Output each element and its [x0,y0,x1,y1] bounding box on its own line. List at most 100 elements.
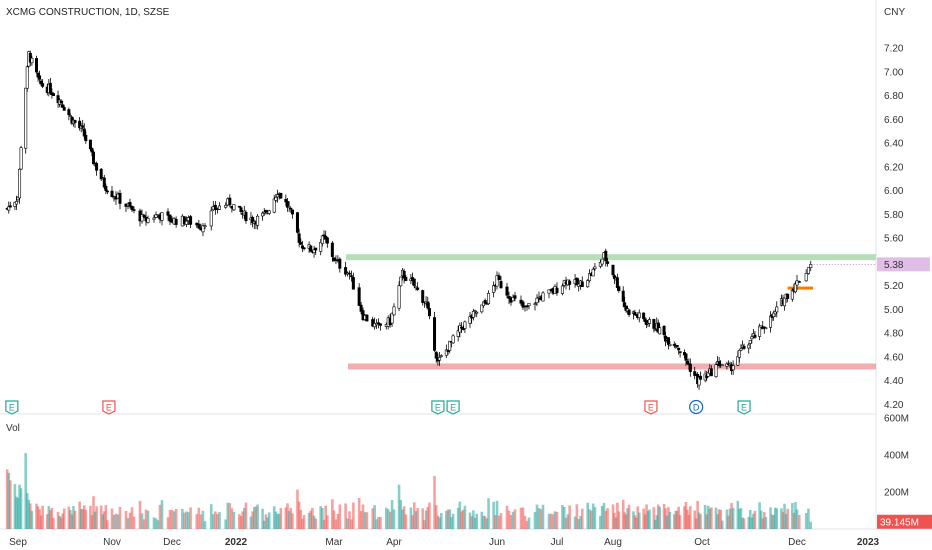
candle-body [300,245,304,249]
event-label: E [450,403,456,413]
earnings-marker[interactable]: E [5,400,19,415]
candle-body [527,302,531,306]
x-tick-label: Oct [694,537,710,548]
candle-body [511,296,515,302]
y-tick-label: 6.20 [884,162,904,173]
volume-bar [373,505,376,529]
candle-body [256,215,260,226]
candle-body [747,344,751,349]
volume-bar [170,509,174,529]
earnings-marker[interactable]: E [431,400,445,415]
volume-bar [566,514,570,529]
candle-body [627,309,631,315]
volume-bar [93,511,97,529]
y-tick-label: 7.00 [884,67,904,78]
candle-body [312,249,316,253]
volume-bar [114,513,118,529]
candle-body [279,192,283,199]
volume-bar [332,510,336,529]
volume-bar [185,511,188,529]
volume-bar [402,506,406,529]
candle-body [261,212,265,217]
candle-body [18,168,22,199]
candle-body [497,275,501,281]
dividend-marker[interactable]: D [689,399,704,415]
volume-bar [448,509,452,529]
last-volume-value: 39.145M [880,517,919,528]
volume-bar [591,503,595,529]
earnings-marker[interactable]: E [644,400,658,415]
volume-bar [411,515,414,529]
volume-bar [397,484,401,529]
candle-body [92,151,96,165]
candle-body [84,134,88,142]
volume-bar [706,505,710,529]
volume-bar [209,504,213,529]
volume-bar [780,508,783,529]
candle-body [580,281,584,288]
candle-body [276,194,280,198]
volume-bar [795,509,799,529]
event-label: E [648,403,654,413]
candle-body [132,209,136,211]
volume-bar [614,517,618,529]
candle-body [456,330,460,337]
candle-body [568,280,572,285]
volume-bar [725,509,729,529]
candle-body [378,323,382,326]
earnings-marker[interactable]: E [446,400,460,415]
candle-body [806,267,810,274]
volume-bar [146,510,150,529]
candle-body [775,306,779,313]
volume-bar [36,506,40,529]
volume-bar [252,507,256,529]
volume-bar [363,512,367,529]
volume-bar [30,510,34,529]
volume-bar [468,512,472,529]
event-label: E [741,403,747,413]
candle-body [404,276,408,281]
volume-bar [741,517,744,529]
candle-body [758,325,762,337]
volume-bar [124,510,128,529]
candle-body [495,275,499,287]
candle-body [7,206,11,211]
volume-bar [775,508,779,529]
candle-body [237,205,241,208]
volume-bar [521,507,525,529]
volume-bar [84,509,88,529]
volume-bar [172,511,176,529]
volume-bar [110,508,114,529]
earnings-marker[interactable]: E [737,400,751,415]
volume-bar [82,505,86,529]
last-price-value: 5.38 [884,260,904,271]
volume-bar [460,511,463,529]
candle-body [463,321,467,329]
volume-bar [483,516,487,529]
earnings-icon [737,400,751,415]
y-tick-label: 6.60 [884,115,904,126]
candle-body [507,296,511,299]
volume-bar [525,520,529,529]
candle-body [232,204,236,211]
candle-body [182,216,186,225]
volume-bar [277,513,281,529]
earnings-marker[interactable]: E [102,400,116,415]
y-tick-label: 5.60 [884,234,904,245]
volume-bar [7,472,11,529]
volume-bar [699,514,702,529]
volume-bar [144,509,148,529]
candle-body [104,185,108,191]
volume-bar [56,511,60,529]
candle-body [359,304,363,312]
volume-bar [505,505,509,529]
volume-bar [118,506,122,529]
volume-bar [665,515,669,529]
volume-bar [416,508,419,529]
candle-body [438,357,442,361]
orange-level-line [787,286,814,290]
volume-bar [388,511,392,529]
candle-body [461,328,465,330]
volume-bar [633,515,637,529]
